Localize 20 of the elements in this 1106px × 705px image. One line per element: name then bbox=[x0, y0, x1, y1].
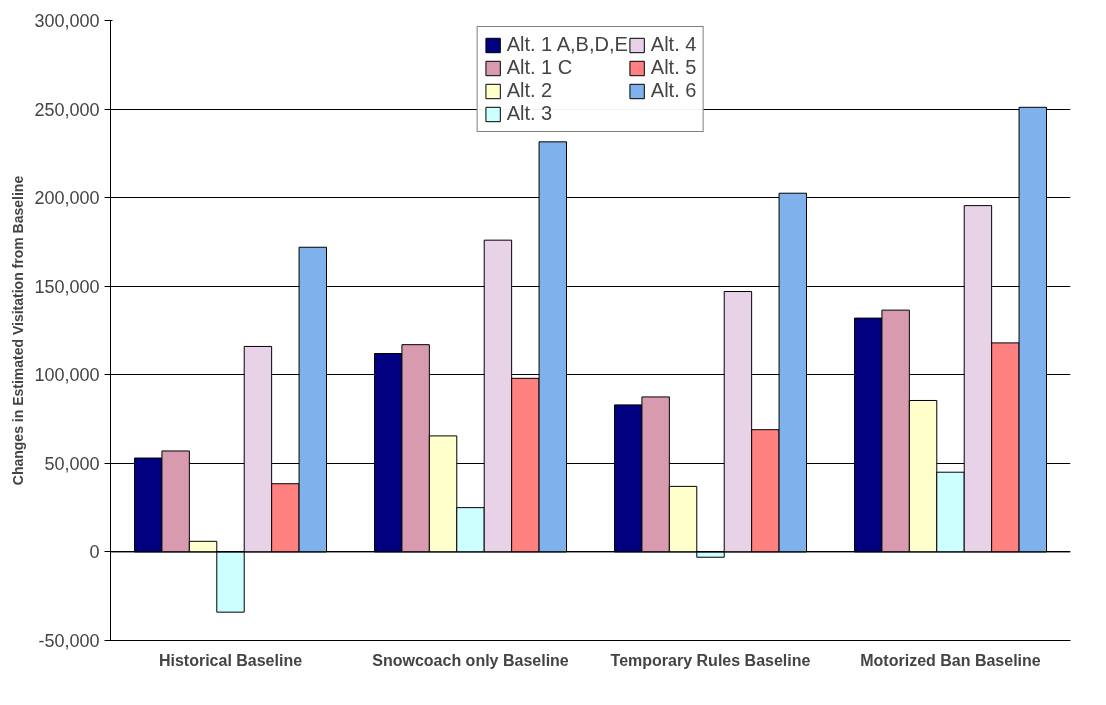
x-tick-label: Temporary Rules Baseline bbox=[610, 651, 811, 669]
x-tick-label: Historical Baseline bbox=[158, 651, 303, 669]
y-tick-label: -50,000 bbox=[38, 631, 100, 651]
legend-label: Alt. 2 bbox=[506, 79, 553, 102]
y-tick-label: 150,000 bbox=[34, 276, 100, 297]
y-tick-label: 250,000 bbox=[34, 99, 100, 120]
y-tick-label: 0 bbox=[89, 542, 100, 563]
legend-label: Alt. 1 C bbox=[506, 56, 573, 79]
y-tick-label: 200,000 bbox=[34, 188, 100, 209]
legend-label: Alt. 5 bbox=[650, 56, 697, 79]
y-tick-label: 100,000 bbox=[34, 365, 100, 386]
y-axis-title: Changes in Estimated Visitation from Baseline bbox=[10, 175, 27, 486]
x-tick-label: Snowcoach only Baseline bbox=[372, 651, 569, 669]
y-tick-label: 50,000 bbox=[44, 453, 100, 474]
x-tick-label: Motorized Ban Baseline bbox=[860, 651, 1041, 669]
legend-label: Alt. 4 bbox=[650, 33, 697, 56]
legend-label: Alt. 6 bbox=[650, 79, 697, 102]
legend-label: Alt. 3 bbox=[506, 102, 553, 125]
y-tick-label: 300,000 bbox=[34, 11, 100, 31]
legend-label: Alt. 1 A,B,D,E bbox=[506, 33, 628, 56]
